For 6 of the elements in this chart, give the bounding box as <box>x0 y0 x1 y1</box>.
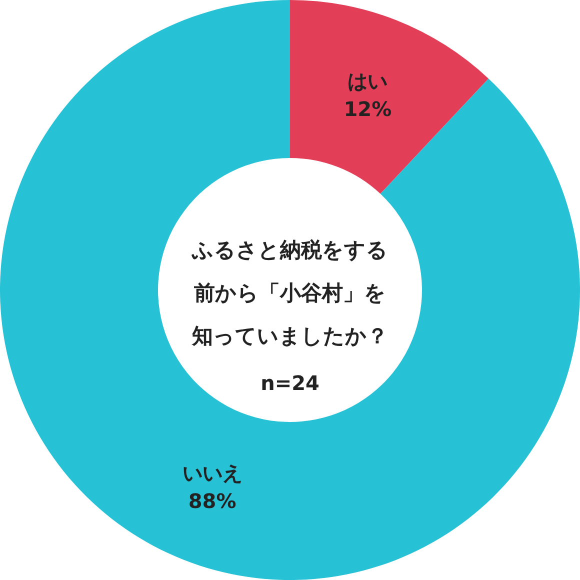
text: ふるさと納税をする前から「小谷村」を知っていましたか？ <box>191 238 388 348</box>
data-label: 12% <box>344 96 392 121</box>
slice-label: いいえ <box>182 461 242 486</box>
data-label: 88% <box>188 489 236 514</box>
slice-label: はい <box>348 68 388 93</box>
text: n=24 <box>260 371 320 395</box>
